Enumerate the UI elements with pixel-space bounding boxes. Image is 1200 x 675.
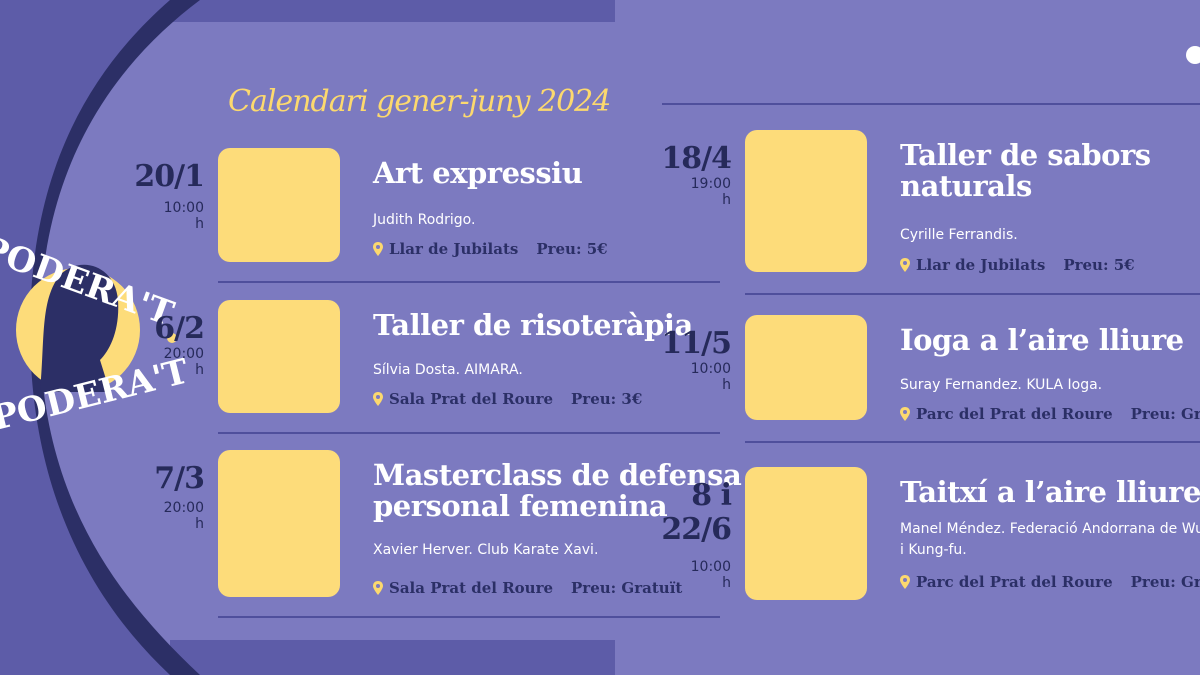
event-title: Taitxí a l’aire lliure [900,475,1200,509]
event-title: Taller de sabors naturals [900,138,1151,203]
event-place: Llar de Jubilats [389,240,519,258]
event-organizer: Sílvia Dosta. AIMARA. [373,362,523,378]
pin-icon [373,242,383,256]
event-meta: Sala Prat del Roure Preu: Gratuït [373,579,700,597]
event-price: Preu: 3€ [571,390,643,408]
pin-icon [373,581,383,595]
pin-icon [900,258,910,272]
event-place: Parc del Prat del Roure [916,573,1113,591]
event-time: 20:00 h [163,500,204,532]
event-date: 20/1 [134,159,205,194]
pin-icon [373,392,383,406]
event-price: Preu: 5€ [536,240,608,258]
event-place: Sala Prat del Roure [389,579,554,597]
event-date: 18/4 [661,141,732,176]
pin-icon [900,575,910,589]
date-box [745,130,867,272]
event-place: Sala Prat del Roure [389,390,554,408]
event-date: 7/3 [154,461,205,496]
event-date: 11/5 [661,326,732,361]
event-meta: Parc del Prat del Roure Preu: Gratuït [900,405,1200,423]
event-meta: Parc del Prat del Roure Preu: Gratuït [900,573,1200,591]
event-time: 10:00 h [690,559,731,591]
event-title: Ioga a l’aire lliure [900,323,1184,357]
event-organizer: Suray Fernandez. KULA Ioga. [900,377,1103,393]
event-place: Parc del Prat del Roure [916,405,1113,423]
separator [218,432,720,434]
event-time: 19:00 h [690,176,731,208]
separator [218,281,720,283]
event-time: 10:00 h [163,200,204,232]
event-meta: Llar de Jubilats Preu: 5€ [373,240,626,258]
event-organizer: Cyrille Ferrandis. [900,227,1018,243]
event-date: 8 i 22/6 [661,478,732,547]
event-time: 20:00 h [163,346,204,378]
event-price: Preu: Gratuït [571,579,683,597]
event-title: Art expressiu [373,156,583,190]
separator [745,293,1200,295]
event-date: 6/2 [154,311,205,346]
event-organizer: Judith Rodrigo. [373,212,476,228]
event-meta: Llar de Jubilats Preu: 5€ [900,256,1153,274]
event-place: Llar de Jubilats [916,256,1046,274]
event-organizer: Manel Méndez. Federació Andorrana de Wus… [900,521,1200,558]
event-title: Taller de risoteràpia [373,308,693,342]
separator [218,616,720,618]
event-price: Preu: Gratuït [1130,405,1200,423]
event-price: Preu: 5€ [1063,256,1135,274]
event-organizer: Xavier Herver. Club Karate Xavi. [373,542,599,558]
date-box [218,300,340,413]
date-box [745,467,867,600]
title: Calendari gener-juny 2024 [228,84,611,119]
date-box [218,450,340,597]
event-time: 10:00 h [690,361,731,393]
separator [745,441,1200,443]
event-title: Masterclass de defensa personal femenina [373,458,742,523]
event-price: Preu: Gratuït [1130,573,1200,591]
date-box [745,315,867,420]
event-meta: Sala Prat del Roure Preu: 3€ [373,390,660,408]
date-box [218,148,340,262]
pin-icon [900,407,910,421]
